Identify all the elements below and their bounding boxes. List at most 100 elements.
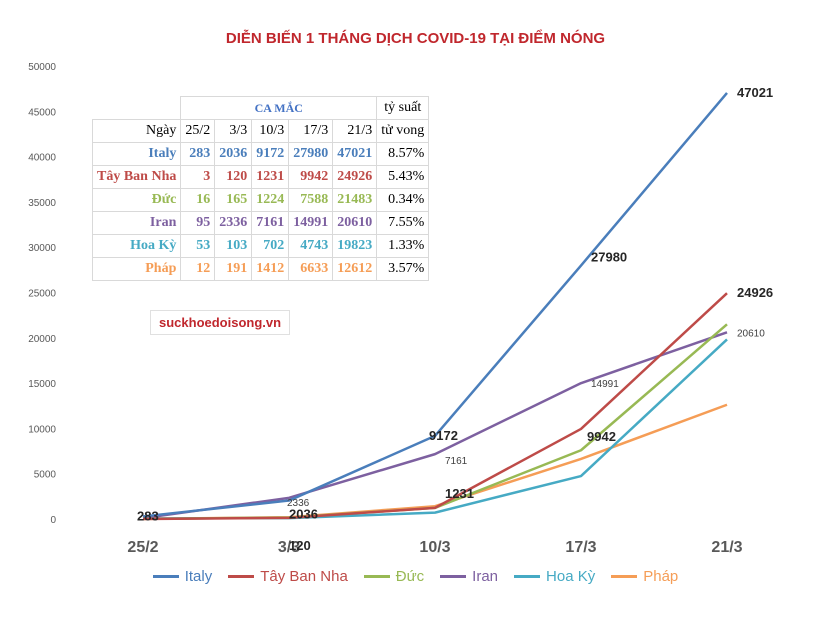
data-label: 120 [289,538,311,553]
data-label: 2336 [287,498,310,509]
table-row: Hoa Kỳ 53 103 702 4743 19823 1.33% [91,234,430,258]
legend-label: Tây Ban Nha [260,568,348,585]
table-cell: 24926 [332,165,378,189]
site-watermark: suckhoedoisong.vn [150,310,291,335]
table-cell: 47021 [332,142,378,166]
table-country-name: Đức [91,188,182,212]
legend-item: Tây Ban Nha [228,568,348,585]
table-group-header: CA MẮC [180,96,378,120]
y-tick-label: 0 [50,515,56,526]
legend-swatch [611,575,638,578]
table-row: Italy 283 2036 9172 27980 47021 8.57% [91,142,430,166]
table-date-cell: 10/3 [251,119,290,143]
table-cell: 14991 [288,211,334,235]
table-country-name: Iran [91,211,182,235]
table-cell: 283 [180,142,216,166]
table-cell: 16 [180,188,216,212]
y-tick-label: 20000 [28,334,56,345]
table-date-cell: 21/3 [332,119,378,143]
table-cell: 7588 [288,188,334,212]
table-cell: 21483 [332,188,378,212]
y-tick-label: 15000 [28,379,56,390]
table-rate-header-2: tử vong [376,119,430,143]
table-cell: 9942 [288,165,334,189]
table-rate-header: tỷ suất [376,96,430,120]
table-row: Pháp 12 191 1412 6633 12612 3.57% [91,257,430,281]
chart-title: DIỄN BIẾN 1 THÁNG DỊCH COVID-19 TẠI ĐIỂM… [225,30,606,47]
table-cell: 7161 [251,211,290,235]
y-tick-label: 30000 [28,243,56,254]
table-row: Tây Ban Nha 3 120 1231 9942 24926 5.43% [91,165,430,189]
data-label: 2036 [289,507,318,522]
table-date-cell: 17/3 [288,119,334,143]
table-country-name: Pháp [91,257,182,281]
legend-swatch [152,575,179,578]
legend-label: Hoa Kỳ [546,568,596,585]
x-tick-label: 21/3 [711,539,742,556]
legend-label: Italy [184,568,213,585]
data-label: 1231 [445,486,474,501]
table-date-header: Ngày [91,119,182,143]
table-cell: 12612 [332,257,378,281]
table-rate-cell: 7.55% [376,211,430,235]
legend-swatch [514,575,541,578]
table-rate-cell: 0.34% [376,188,430,212]
data-label: 20610 [737,328,765,339]
legend-item: Iran [440,568,498,585]
table-cell: 20610 [332,211,378,235]
table-rate-cell: 5.43% [376,165,430,189]
x-tick-label: 3/3 [278,539,300,556]
y-tick-label: 35000 [28,198,56,209]
legend-label: Iran [472,568,499,585]
data-label: 9942 [587,429,616,444]
table-cell: 19823 [332,234,378,258]
table-cell: 2036 [214,142,253,166]
table-cell: 103 [214,234,253,258]
x-tick-label: 25/2 [127,539,158,556]
legend-item: Đức [363,568,424,585]
data-label: 27980 [591,250,627,265]
table-cell: 1224 [251,188,290,212]
data-label: 7161 [445,456,468,467]
series-line [142,92,728,518]
table-cell: 2336 [214,211,253,235]
table-cell: 9172 [251,142,290,166]
table-country-name: Hoa Kỳ [91,234,182,258]
x-tick-label: 10/3 [419,539,450,556]
series-line [142,331,728,520]
legend-swatch [228,575,255,578]
table-cell: 1412 [251,257,290,281]
summary-table: CA MẮC tỷ suất Ngày 25/2 3/3 10/3 17/3 21/3 t… [91,96,430,281]
legend-item: Pháp [611,568,678,585]
data-label: 9172 [429,428,458,443]
table-cell: 95 [180,211,216,235]
legend-swatch [440,575,467,578]
legend-item: Hoa Kỳ [514,568,595,585]
table-country-name: Italy [91,142,182,166]
table-cell: 12 [180,257,216,281]
table-date-cell: 3/3 [214,119,253,143]
table-date-cell: 25/2 [180,119,216,143]
y-tick-label: 5000 [34,470,57,481]
table-country-name: Tây Ban Nha [91,165,182,189]
table-cell: 165 [214,188,253,212]
x-tick-label: 17/3 [565,539,596,556]
legend-item: Italy [152,568,213,585]
y-tick-label: 25000 [28,289,56,300]
table-corner [93,97,181,120]
y-tick-label: 50000 [28,62,56,73]
series-lines [142,92,728,521]
y-axis: 0 5000 10000 15000 20000 25000 30000 35000 40000… [28,62,56,526]
data-label: 283 [137,508,159,523]
table-cell: 1231 [251,165,290,189]
table-cell: 702 [251,234,290,258]
y-tick-label: 40000 [28,153,56,164]
table-cell: 53 [180,234,216,258]
chart-legend: Italy Tây Ban Nha Đức Iran Hoa Kỳ Pháp [0,568,831,585]
table-cell: 3 [180,165,216,189]
data-labels: 283 2036917227980470211201231994224926233… [137,85,773,553]
legend-swatch [363,575,390,578]
table-row: Iran 95 2336 7161 14991 20610 7.55% [91,211,430,235]
table-row: Đức 16 165 1224 7588 21483 0.34% [91,188,430,212]
